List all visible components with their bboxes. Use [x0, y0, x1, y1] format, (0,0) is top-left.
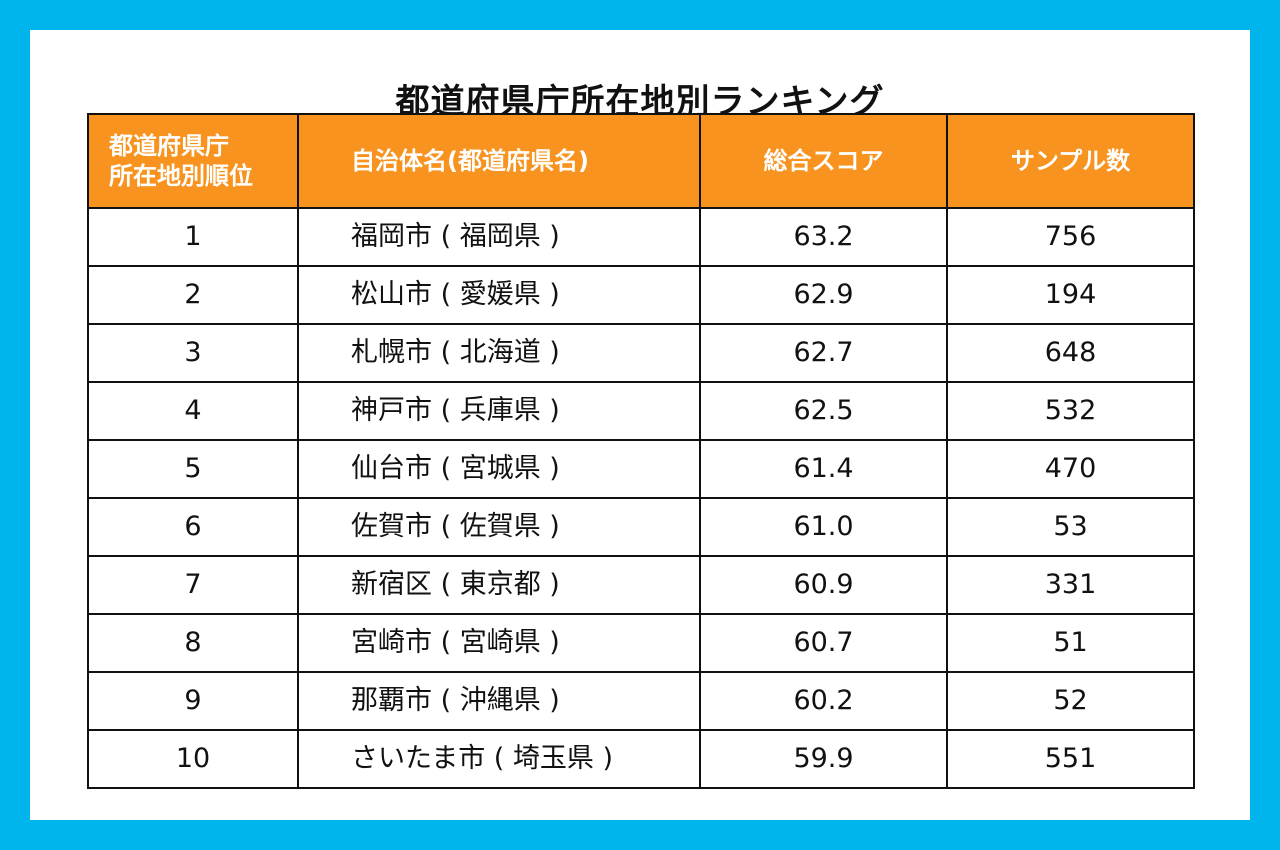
- name-cell: 神戸市 ( 兵庫県 ): [297, 381, 701, 441]
- column-header-name: 自治体名(都道府県名): [297, 113, 701, 209]
- table-row: 4 神戸市 ( 兵庫県 ) 62.5 532: [87, 381, 1195, 441]
- score-cell: 63.2: [699, 207, 948, 267]
- samples-cell: 532: [946, 381, 1195, 441]
- samples-cell: 194: [946, 265, 1195, 325]
- samples-cell: 52: [946, 671, 1195, 731]
- score-cell: 60.9: [699, 555, 948, 615]
- rank-cell: 5: [87, 439, 299, 499]
- table-row: 9 那覇市 ( 沖縄県 ) 60.2 52: [87, 671, 1195, 731]
- column-header-rank-line1: 都道府県庁: [109, 132, 229, 160]
- score-cell: 62.9: [699, 265, 948, 325]
- rank-cell: 10: [87, 729, 299, 789]
- rank-cell: 2: [87, 265, 299, 325]
- name-cell: 仙台市 ( 宮城県 ): [297, 439, 701, 499]
- name-cell: 宮崎市 ( 宮崎県 ): [297, 613, 701, 673]
- table-row: 2 松山市 ( 愛媛県 ) 62.9 194: [87, 265, 1195, 325]
- name-cell: さいたま市 ( 埼玉県 ): [297, 729, 701, 789]
- rank-cell: 6: [87, 497, 299, 557]
- ranking-card: 都道府県庁所在地別ランキング 都道府県庁 所在地別順位 自治体名(都道府県名) …: [30, 30, 1250, 820]
- table-row: 8 宮崎市 ( 宮崎県 ) 60.7 51: [87, 613, 1195, 673]
- samples-cell: 53: [946, 497, 1195, 557]
- column-header-rank-line2: 所在地別順位: [109, 162, 253, 190]
- table-row: 5 仙台市 ( 宮城県 ) 61.4 470: [87, 439, 1195, 499]
- name-cell: 那覇市 ( 沖縄県 ): [297, 671, 701, 731]
- score-cell: 61.0: [699, 497, 948, 557]
- samples-cell: 551: [946, 729, 1195, 789]
- table-row: 6 佐賀市 ( 佐賀県 ) 61.0 53: [87, 497, 1195, 557]
- name-cell: 松山市 ( 愛媛県 ): [297, 265, 701, 325]
- score-cell: 61.4: [699, 439, 948, 499]
- table-header-row: 都道府県庁 所在地別順位 自治体名(都道府県名) 総合スコア サンプル数: [87, 113, 1195, 209]
- ranking-table: 都道府県庁 所在地別順位 自治体名(都道府県名) 総合スコア サンプル数 1 福…: [87, 113, 1195, 789]
- samples-cell: 51: [946, 613, 1195, 673]
- column-header-score: 総合スコア: [699, 113, 948, 209]
- name-cell: 福岡市 ( 福岡県 ): [297, 207, 701, 267]
- table-row: 10 さいたま市 ( 埼玉県 ) 59.9 551: [87, 729, 1195, 789]
- samples-cell: 648: [946, 323, 1195, 383]
- name-cell: 札幌市 ( 北海道 ): [297, 323, 701, 383]
- score-cell: 59.9: [699, 729, 948, 789]
- rank-cell: 8: [87, 613, 299, 673]
- score-cell: 60.2: [699, 671, 948, 731]
- score-cell: 62.7: [699, 323, 948, 383]
- table-row: 1 福岡市 ( 福岡県 ) 63.2 756: [87, 207, 1195, 267]
- rank-cell: 7: [87, 555, 299, 615]
- column-header-rank: 都道府県庁 所在地別順位: [87, 113, 299, 209]
- samples-cell: 470: [946, 439, 1195, 499]
- samples-cell: 756: [946, 207, 1195, 267]
- column-header-samples: サンプル数: [946, 113, 1195, 209]
- rank-cell: 1: [87, 207, 299, 267]
- name-cell: 新宿区 ( 東京都 ): [297, 555, 701, 615]
- name-cell: 佐賀市 ( 佐賀県 ): [297, 497, 701, 557]
- score-cell: 62.5: [699, 381, 948, 441]
- samples-cell: 331: [946, 555, 1195, 615]
- score-cell: 60.7: [699, 613, 948, 673]
- rank-cell: 4: [87, 381, 299, 441]
- table-row: 7 新宿区 ( 東京都 ) 60.9 331: [87, 555, 1195, 615]
- rank-cell: 9: [87, 671, 299, 731]
- rank-cell: 3: [87, 323, 299, 383]
- table-row: 3 札幌市 ( 北海道 ) 62.7 648: [87, 323, 1195, 383]
